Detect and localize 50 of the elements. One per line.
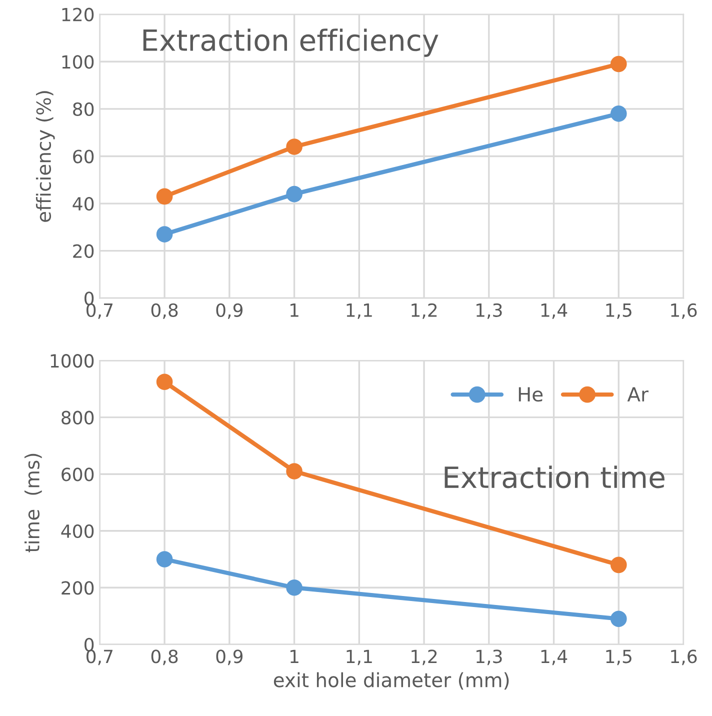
y-tick-label: 600 xyxy=(62,468,94,482)
point xyxy=(610,610,627,628)
y-tick-label: 100 xyxy=(62,55,94,69)
x-tick-label: 0,7 xyxy=(86,303,112,319)
y-tick-label: 400 xyxy=(61,524,94,538)
point xyxy=(610,56,627,72)
x-tick-label: 1 xyxy=(290,650,298,663)
point xyxy=(286,186,302,202)
y-tick-label: 60 xyxy=(73,150,94,164)
text: Extraction time xyxy=(444,466,664,488)
point xyxy=(156,188,173,205)
y-axis-title: efficiency (%) xyxy=(36,91,55,222)
point xyxy=(286,579,302,596)
point xyxy=(286,138,302,155)
y-axis-title: time (ms) xyxy=(24,454,42,552)
legend-label: He xyxy=(518,387,543,402)
x-tick-label: 1 xyxy=(290,304,298,317)
y-tick-label: 800 xyxy=(62,410,94,424)
x-tick-label: 0,7 xyxy=(86,650,112,666)
x-tick-label: 1,6 xyxy=(671,650,697,666)
x-tick-label: 0,9 xyxy=(216,650,243,666)
x-tick-label: 1,3 xyxy=(476,650,502,666)
x-tick-label: 1,5 xyxy=(606,304,632,319)
point xyxy=(610,556,627,574)
point xyxy=(610,106,627,122)
y-tick-label: 120 xyxy=(62,8,94,22)
x-tick-label: 1,2 xyxy=(412,303,437,319)
y-tick-label: 200 xyxy=(62,581,94,595)
x-tick-label: 0,9 xyxy=(216,303,243,319)
x-tick-label: 1,2 xyxy=(412,650,437,666)
x-tick-label: 1,1 xyxy=(346,650,372,666)
point xyxy=(156,226,173,242)
y-tick-label: 80 xyxy=(73,102,94,116)
x-tick-label: 1,4 xyxy=(541,650,568,666)
y-tick-label: 40 xyxy=(72,196,94,211)
point xyxy=(156,551,173,568)
x-tick-label: 0,8 xyxy=(151,650,178,666)
x-tick-label: 1,3 xyxy=(476,303,502,319)
x-tick-label: 1,5 xyxy=(606,650,632,666)
x-tick-label: 1,1 xyxy=(346,304,372,319)
y-tick-label: 20 xyxy=(73,244,94,258)
x-tick-label: 1,4 xyxy=(541,304,568,319)
x-tick-label: 1,6 xyxy=(671,303,697,319)
x-axis-title: exit hole diameter (mm) xyxy=(274,672,509,690)
chart-title: Extraction efficiency xyxy=(143,28,438,57)
point xyxy=(286,463,302,480)
x-tick-label: 0,8 xyxy=(151,303,178,319)
point xyxy=(156,374,173,390)
legend-label: Ar xyxy=(627,387,649,402)
y-tick-label: 1000 xyxy=(50,354,94,368)
